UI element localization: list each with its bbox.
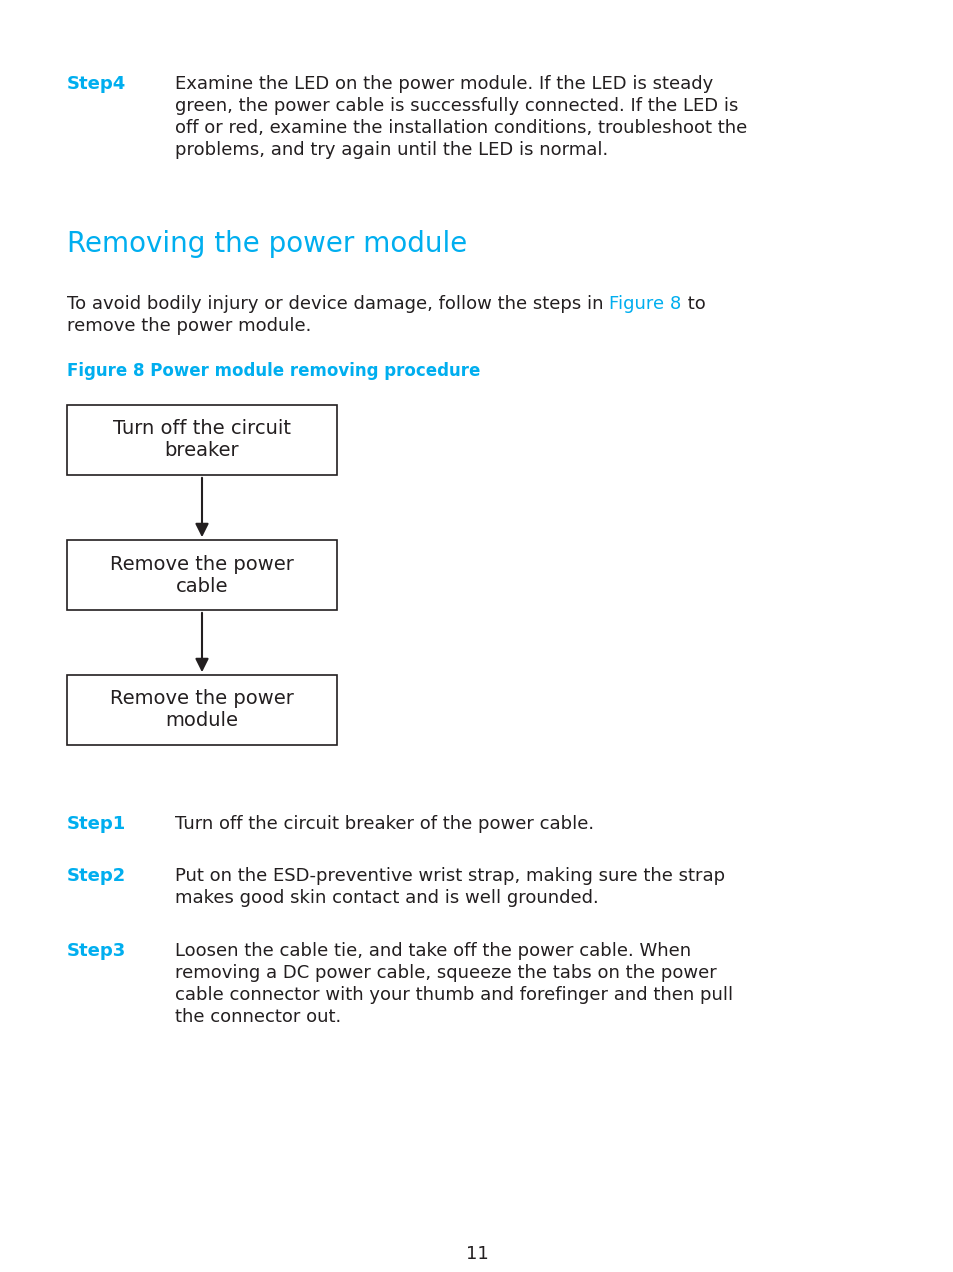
Text: the connector out.: the connector out. <box>174 1007 341 1027</box>
Text: Put on the ESD-preventive wrist strap, making sure the strap: Put on the ESD-preventive wrist strap, m… <box>174 868 724 885</box>
Text: Step3: Step3 <box>67 943 126 960</box>
Text: Loosen the cable tie, and take off the power cable. When: Loosen the cable tie, and take off the p… <box>174 943 690 960</box>
Text: Turn off the circuit breaker of the power cable.: Turn off the circuit breaker of the powe… <box>174 815 594 833</box>
Text: To avoid bodily injury or device damage, follow the steps in: To avoid bodily injury or device damage,… <box>67 295 609 313</box>
Text: Step2: Step2 <box>67 868 126 885</box>
Text: Removing the power module: Removing the power module <box>67 230 467 258</box>
Text: Remove the power
module: Remove the power module <box>110 689 294 730</box>
Bar <box>67 541 336 611</box>
Text: Figure 8: Figure 8 <box>609 295 680 313</box>
Text: cable connector with your thumb and forefinger and then pull: cable connector with your thumb and fore… <box>174 986 732 1004</box>
Text: problems, and try again until the LED is normal.: problems, and try again until the LED is… <box>174 141 608 159</box>
Text: Examine the LED on the power module. If the LED is steady: Examine the LED on the power module. If … <box>174 75 713 93</box>
Text: off or red, examine the installation conditions, troubleshoot the: off or red, examine the installation con… <box>174 120 746 137</box>
Text: Step4: Step4 <box>67 75 126 93</box>
Text: removing a DC power cable, squeeze the tabs on the power: removing a DC power cable, squeeze the t… <box>174 964 716 982</box>
Text: remove the power module.: remove the power module. <box>67 317 311 335</box>
Bar <box>67 675 336 745</box>
Text: green, the power cable is successfully connected. If the LED is: green, the power cable is successfully c… <box>174 97 738 114</box>
Text: Turn off the circuit
breaker: Turn off the circuit breaker <box>112 420 291 460</box>
Text: makes good skin contact and is well grounded.: makes good skin contact and is well grou… <box>174 889 598 907</box>
Text: to: to <box>680 295 704 313</box>
Text: Step1: Step1 <box>67 815 126 833</box>
Text: Figure 8 Power module removing procedure: Figure 8 Power module removing procedure <box>67 363 480 380</box>
Bar <box>67 404 336 474</box>
Text: 11: 11 <box>465 1245 488 1263</box>
Text: Remove the power
cable: Remove the power cable <box>110 555 294 595</box>
